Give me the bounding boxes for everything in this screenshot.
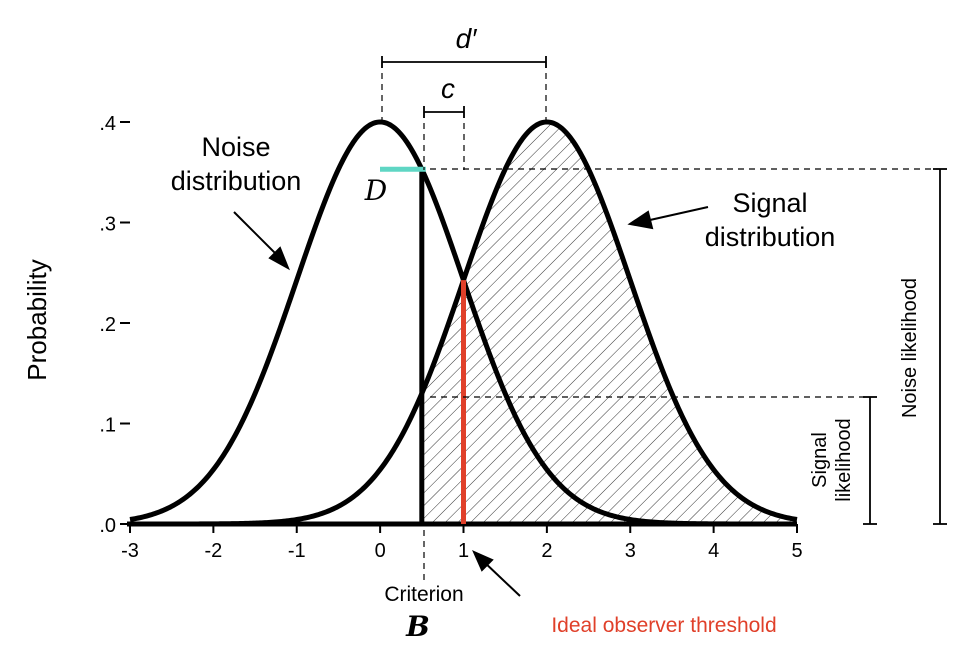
signal-label-line2: distribution: [705, 222, 836, 252]
noise-label-line2: distribution: [171, 166, 302, 196]
d-prime-bracket: [381, 56, 547, 68]
signal-likelihood-label-line2: likelihood: [833, 418, 855, 501]
y-tick-label: .1: [99, 415, 116, 437]
c-bracket: [423, 106, 465, 118]
ideal-observer-label: Ideal observer threshold: [551, 614, 776, 637]
x-tick-label: -1: [288, 540, 306, 562]
x-tick-label: 2: [541, 540, 552, 562]
signal-label-line1: Signal: [732, 188, 807, 218]
y-tick-label: .0: [99, 515, 116, 537]
d-prime-label: d′: [456, 23, 479, 54]
noise-likelihood-label: Noise likelihood: [899, 278, 921, 418]
noise-label-line1: Noise: [201, 132, 270, 162]
y-axis-label: Probability: [22, 259, 52, 380]
dashed-guides: [381, 62, 940, 585]
y-tick-label: .4: [99, 113, 116, 135]
y-tick-label: .2: [99, 314, 116, 336]
b-label: B: [405, 610, 430, 643]
x-tick-label: 5: [791, 540, 802, 562]
signal-hit-area: [421, 121, 797, 524]
x-tick-label: -2: [204, 540, 222, 562]
likelihood-brackets: [863, 168, 947, 525]
x-tick-label: 3: [625, 540, 636, 562]
label-arrows: [233, 206, 709, 597]
x-tick-label: 1: [458, 540, 469, 562]
y-ticks: .0 .1 .2 .3 .4: [99, 113, 130, 537]
x-ticks: -3 -2 -1 0 1 2 3 4 5: [121, 524, 803, 562]
d-label: D: [364, 174, 387, 207]
c-label: c: [441, 73, 455, 104]
criterion-label: Criterion: [384, 583, 463, 606]
x-tick-label: -3: [121, 540, 139, 562]
x-tick-label: 0: [375, 540, 386, 562]
x-tick-label: 4: [708, 540, 719, 562]
signal-likelihood-label-line1: Signal: [809, 432, 831, 488]
y-tick-label: .3: [99, 214, 116, 236]
